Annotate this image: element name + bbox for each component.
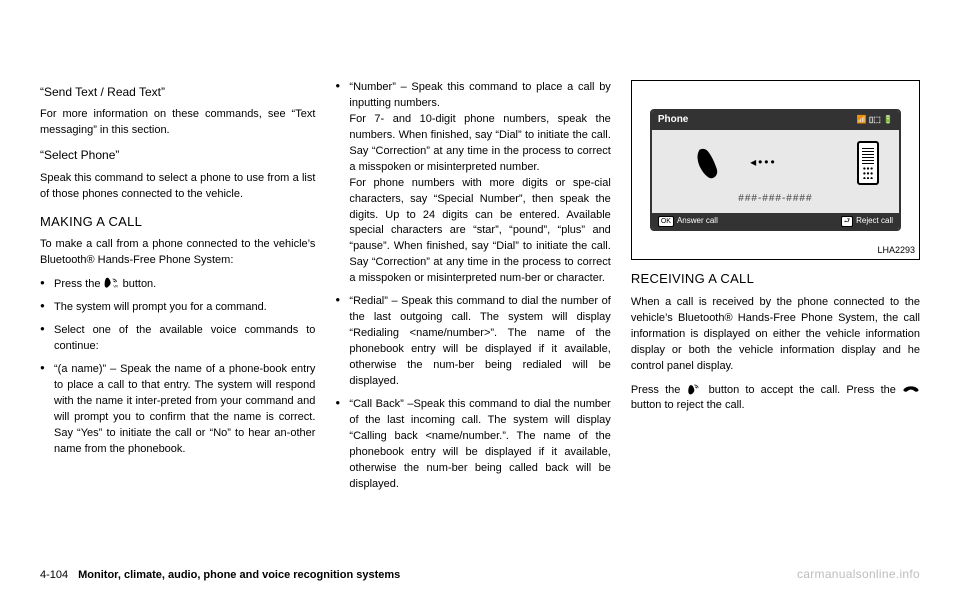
- para-receiving-1: When a call is received by the phone con…: [631, 295, 920, 375]
- handset-icon: [692, 144, 730, 182]
- illustration-label: LHA2293: [877, 244, 915, 257]
- answer-phone-icon: [687, 383, 703, 395]
- screen-body: ◂•••: [652, 130, 899, 192]
- column-3: Phone 📶 ▯⬚ 🔋 ◂••• ###-###-#### OKAnswer …: [631, 80, 920, 540]
- reject-call-label: Reject call: [856, 215, 893, 227]
- screen-footer: OKAnswer call ⮐Reject call: [652, 213, 899, 229]
- para-making-call-intro: To make a call from a phone connected to…: [40, 237, 315, 269]
- screen-number-mask: ###-###-####: [652, 192, 899, 209]
- making-call-list: Press the VR button. The system will pro…: [40, 277, 315, 457]
- page-number: 4-104: [40, 569, 68, 581]
- para-select-phone: Speak this command to select a phone to …: [40, 171, 315, 203]
- heading-receiving-call: RECEIVING A CALL: [631, 270, 920, 289]
- list-item-call-back: “Call Back” –Speak this command to dial …: [349, 397, 610, 493]
- ok-key-icon: OK: [658, 216, 674, 227]
- screen-titlebar: Phone 📶 ▯⬚ 🔋: [652, 111, 899, 130]
- back-key-icon: ⮐: [841, 216, 853, 227]
- subhead-select-phone: “Select Phone”: [40, 147, 315, 164]
- li1-text-b: button.: [123, 278, 157, 290]
- mobile-phone-icon: [857, 141, 879, 185]
- section-title: Monitor, climate, audio, phone and voice…: [78, 569, 400, 581]
- svg-text:VR: VR: [113, 285, 118, 289]
- p2-text-a: Press the: [631, 384, 687, 396]
- para-send-text: For more information on these commands, …: [40, 107, 315, 139]
- commands-list: “Number” – Speak this command to place a…: [335, 80, 610, 492]
- list-item-select-command: Select one of the available voice comman…: [54, 323, 315, 355]
- dots-arrow-icon: ◂•••: [750, 154, 777, 171]
- list-item-redial: “Redial” – Speak this command to dial th…: [349, 294, 610, 390]
- reject-call-hint: ⮐Reject call: [841, 215, 893, 227]
- page-columns: “Send Text / Read Text” For more informa…: [40, 80, 920, 540]
- phone-screen-illustration: Phone 📶 ▯⬚ 🔋 ◂••• ###-###-#### OKAnswer …: [631, 80, 920, 260]
- para-receiving-2: Press the button to accept the call. Pre…: [631, 383, 920, 415]
- column-2: “Number” – Speak this command to place a…: [335, 80, 610, 540]
- voice-phone-icon: VR: [104, 277, 120, 289]
- watermark: carmanualsonline.info: [797, 567, 920, 581]
- list-item-number: “Number” – Speak this command to place a…: [349, 80, 610, 287]
- signal-icons: 📶 ▯⬚ 🔋: [857, 114, 893, 126]
- answer-call-label: Answer call: [677, 215, 718, 227]
- answer-call-hint: OKAnswer call: [658, 215, 718, 227]
- list-item-press-button: Press the VR button.: [54, 277, 315, 293]
- screen-title: Phone: [658, 113, 689, 128]
- p2-text-b: button to accept the call. Press the: [709, 384, 902, 396]
- heading-making-call: MAKING A CALL: [40, 213, 315, 232]
- p2-text-c: button to reject the call.: [631, 399, 745, 411]
- screen-inner: Phone 📶 ▯⬚ 🔋 ◂••• ###-###-#### OKAnswer …: [650, 109, 901, 231]
- list-item-a-name: “(a name)” – Speak the name of a phone-b…: [54, 362, 315, 458]
- page-footer: 4-104 Monitor, climate, audio, phone and…: [40, 569, 920, 581]
- li1-text-a: Press the: [54, 278, 104, 290]
- end-call-icon: [902, 384, 920, 394]
- list-item-prompt: The system will prompt you for a command…: [54, 300, 315, 316]
- subhead-send-text: “Send Text / Read Text”: [40, 84, 315, 101]
- column-1: “Send Text / Read Text” For more informa…: [40, 80, 315, 540]
